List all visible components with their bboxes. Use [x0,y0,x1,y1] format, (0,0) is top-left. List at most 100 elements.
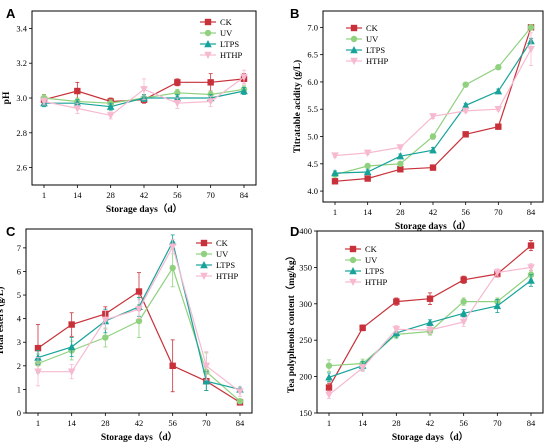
legend-marker [349,256,357,264]
legend-marker [204,29,212,37]
data-point [101,316,110,324]
data-point [67,342,76,351]
legend-entry: LTPS [196,260,235,270]
x-tick-label: 56 [168,418,177,428]
legend-entry: CK [345,244,378,254]
legend-marker [200,261,208,269]
y-tick-label: 6.5 [307,50,318,60]
y-tick-label: 2.8 [16,128,27,138]
data-point [67,368,76,376]
y-tick-label: 4 [17,314,22,324]
x-tick-label: 28 [396,207,405,217]
data-point [426,326,434,335]
y-axis-title: Titratable acidity (g/L) [292,60,303,153]
legend-label: UV [216,249,229,259]
series-ck [331,24,535,185]
x-tick-label: 1 [333,207,337,217]
data-point [495,64,502,71]
y-tick-label: 5 [17,290,21,300]
legend-marker [200,250,208,258]
series-ck [325,240,535,393]
data-point [240,73,248,82]
data-point [331,152,339,160]
x-tick-label: 84 [236,418,245,428]
data-point [325,362,333,369]
legend-marker [350,24,358,32]
data-point [135,306,143,314]
y-tick-label: 6 [17,266,21,276]
data-point [174,79,181,86]
x-tick-label: 28 [392,418,401,428]
legend-label: HTHP [366,56,388,66]
data-point [429,113,437,121]
data-point [462,81,469,88]
data-point [460,276,467,283]
data-point [461,107,470,115]
data-point [527,264,535,272]
data-point [429,164,437,171]
y-tick-label: 5.5 [307,104,318,114]
series-hthp [34,239,244,397]
x-axis-title: Storage days（d） [106,203,182,215]
data-point [207,79,214,86]
legend-label: LTPS [365,266,384,276]
legend-entry: UV [345,255,378,265]
legend-label: HTHP [216,271,238,281]
x-axis-title: Storage days（d） [395,220,471,232]
x-tick-label: 1 [327,418,331,428]
data-point [169,264,176,272]
x-tick-label: 56 [459,418,468,428]
data-point [459,318,468,326]
legend-entry: HTHP [196,271,238,281]
x-tick-label: 14 [67,418,76,428]
series-uv [331,24,535,178]
legend-label: LTPS [216,260,235,270]
x-tick-label: 70 [494,207,503,217]
legend-marker [349,278,357,286]
legend-label: CK [216,238,229,248]
data-point [206,98,215,106]
x-tick-label: 70 [493,418,502,428]
data-point [236,398,244,405]
y-tick-label: 0 [17,408,21,418]
data-point [331,178,339,185]
legend-label: UV [366,34,379,44]
data-point [240,87,248,95]
y-tick-label: 6.0 [307,77,318,87]
data-point [460,298,467,305]
y-tick-label: 3 [17,337,21,347]
legend-marker [350,46,358,54]
data-point [331,169,339,177]
data-point [102,334,109,341]
legend-marker [204,18,212,26]
data-point [106,102,115,110]
legend-entry: HTHP [346,56,388,66]
data-point [429,133,437,140]
data-point [429,146,437,154]
legend-entry: CK [200,17,233,27]
legend-marker [350,35,358,43]
data-point [173,100,182,108]
data-point [168,243,177,251]
legend-label: CK [366,23,379,33]
x-tick-label: 14 [73,190,82,200]
data-point [392,326,401,334]
y-tick-label: 200 [299,372,312,382]
data-point [40,98,48,106]
legend-marker [349,245,357,253]
x-tick-label: 42 [135,418,144,428]
x-tick-label: 56 [173,190,182,200]
legend-entry: CK [196,238,229,248]
x-tick-label: 14 [358,418,367,428]
legend-entry: UV [346,34,379,44]
data-point [236,388,244,396]
y-tick-label: 300 [299,299,312,309]
data-point [364,175,371,182]
panel-letter: C [6,224,16,239]
data-point [73,105,82,113]
legend-entry: LTPS [345,266,384,276]
data-point [527,24,535,31]
y-tick-label: 7 [17,243,21,253]
